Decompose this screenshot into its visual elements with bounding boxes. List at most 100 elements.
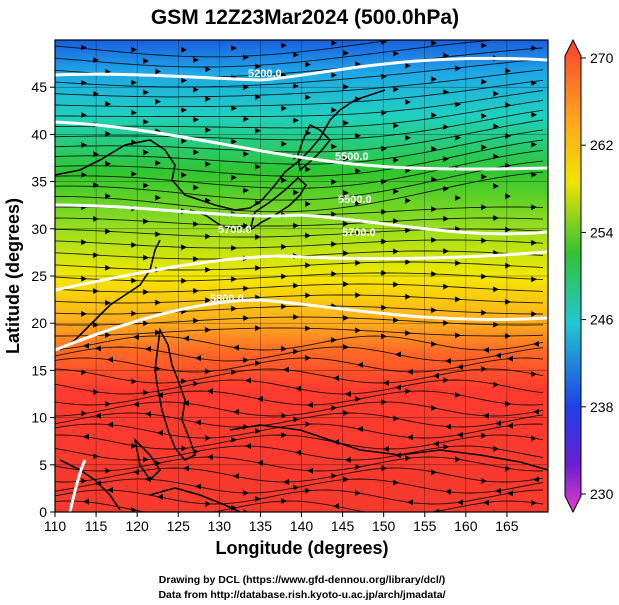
wind-arrow (183, 335, 189, 342)
x-tick-label: 150 (372, 518, 396, 534)
y-tick-label: 40 (31, 126, 47, 142)
wind-arrow (433, 440, 439, 447)
wind-arrow (481, 477, 487, 484)
wind-arrow (331, 472, 337, 479)
wind-arrow (293, 117, 299, 124)
wind-arrow (333, 375, 339, 382)
wind-arrow (255, 127, 261, 134)
wind-arrow (205, 127, 211, 134)
wind-arrow (155, 98, 161, 105)
coastlines (55, 89, 548, 512)
wind-arrow (505, 193, 511, 200)
wind-arrow (381, 208, 387, 215)
wind-arrow (331, 211, 337, 218)
wind-arrow (243, 187, 249, 194)
wind-arrow (531, 435, 537, 442)
wind-arrow (257, 459, 263, 466)
wind-arrow (81, 79, 87, 86)
wind-arrow (333, 503, 339, 510)
contour-label-5800: 5800.0 (210, 293, 244, 305)
wind-arrow (495, 487, 501, 494)
wind-arrow (483, 346, 489, 353)
x-tick-label: 140 (290, 518, 314, 534)
wind-arrow (105, 299, 111, 306)
streamline (55, 478, 544, 494)
wind-arrow (81, 369, 87, 376)
wind-arrow (83, 342, 89, 349)
wind-arrow (207, 388, 213, 395)
wind-arrow (407, 434, 413, 441)
x-tick-label: 155 (413, 518, 437, 534)
wind-arrow (143, 288, 149, 295)
wind-arrow (393, 50, 399, 57)
streamline (55, 217, 544, 227)
wind-arrow (205, 161, 211, 168)
wind-arrow (343, 476, 349, 483)
wind-arrow (483, 499, 489, 506)
colorbar-label: 230 (590, 486, 614, 502)
wind-arrow (393, 188, 399, 195)
wind-arrow (481, 366, 487, 373)
wind-arrow (481, 42, 487, 49)
wind-arrow (143, 118, 149, 125)
streamline (55, 149, 544, 189)
streamline (55, 316, 544, 326)
wind-arrow (507, 422, 513, 429)
wind-arrow (481, 112, 487, 119)
wind-arrow (307, 467, 313, 474)
wind-arrow (457, 431, 463, 438)
wind-arrow (305, 325, 311, 332)
wind-arrow (431, 206, 437, 213)
wind-arrow (95, 345, 101, 352)
wind-arrow (457, 364, 463, 371)
wind-arrow (381, 40, 387, 45)
wind-arrow (393, 156, 399, 163)
wind-arrow (83, 498, 89, 505)
wind-arrow (457, 499, 463, 506)
wind-arrow (531, 499, 537, 506)
wind-arrow (355, 61, 361, 68)
wind-arrow (93, 252, 99, 259)
wind-arrow (233, 473, 239, 480)
wind-arrow (81, 477, 87, 484)
wind-arrow (295, 385, 301, 392)
wind-arrow (343, 250, 349, 257)
wind-arrow (133, 401, 139, 408)
wind-arrow (331, 241, 337, 248)
streamline (55, 90, 544, 118)
wind-arrow (431, 271, 437, 278)
wind-arrow (481, 237, 487, 244)
wind-arrow (343, 314, 349, 321)
y-axis-title: Latitude (degrees) (3, 198, 23, 354)
x-tick-label: 125 (167, 518, 191, 534)
wind-arrow (81, 239, 87, 246)
wind-arrow (443, 283, 449, 290)
wind-arrow (283, 366, 289, 373)
colorbar-label: 262 (590, 137, 614, 153)
wind-arrow (357, 425, 363, 432)
wind-arrow (93, 151, 99, 158)
wind-arrow (155, 365, 161, 372)
wind-arrow (305, 166, 311, 173)
wind-arrow (405, 134, 411, 141)
wind-arrow (481, 309, 487, 316)
wind-arrow (481, 144, 487, 151)
wind-arrow (81, 310, 87, 317)
wind-arrow (193, 380, 199, 387)
wind-arrow (481, 432, 487, 439)
wind-arrow (233, 344, 239, 351)
contour-label-5500-b: 5500.0 (338, 194, 372, 206)
wind-arrow (205, 297, 211, 304)
wind-arrow (431, 307, 437, 314)
wind-arrow (245, 443, 251, 450)
colorbar-gradient (564, 38, 582, 514)
wind-arrow (131, 242, 137, 249)
wind-arrow (243, 509, 249, 512)
wind-arrow (155, 231, 161, 238)
wind-arrow (445, 423, 451, 430)
wind-arrow (131, 507, 137, 512)
wind-arrow (445, 488, 451, 495)
wind-arrow (305, 421, 311, 428)
y-tick-label: 45 (31, 79, 47, 95)
wind-arrow (395, 351, 401, 358)
